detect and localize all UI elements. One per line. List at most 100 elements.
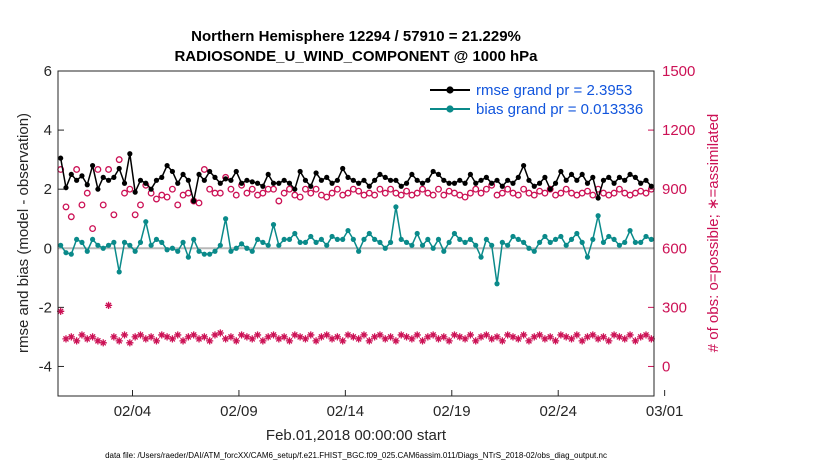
- assimilated-point: [115, 337, 123, 345]
- rmse-point: [494, 177, 500, 183]
- rmse-point: [441, 177, 447, 183]
- rmse-point: [58, 155, 64, 161]
- bias-point: [361, 236, 367, 243]
- possible-point: [270, 185, 277, 193]
- bias-point: [563, 242, 569, 248]
- bias-point: [568, 236, 575, 243]
- rmse-point: [552, 180, 559, 186]
- possible-point: [413, 189, 421, 197]
- rmse-point: [499, 183, 505, 189]
- rmse-series: [58, 151, 654, 204]
- rmse-point: [265, 171, 271, 178]
- bias-point: [425, 236, 431, 243]
- possible-point: [546, 185, 554, 193]
- possible-point: [482, 185, 490, 193]
- assimilated-point: [237, 331, 246, 339]
- chart-subtitle: RADIOSONDE_U_WIND_COMPONENT @ 1000 hPa: [174, 48, 538, 65]
- rmse-point: [531, 183, 537, 189]
- bias-point: [105, 242, 112, 248]
- bias-point: [244, 245, 250, 251]
- bias-point: [74, 236, 80, 243]
- assimilated-point: [488, 335, 496, 343]
- possible-point: [259, 189, 267, 197]
- rmse-point: [457, 177, 463, 183]
- assimilated-point: [280, 333, 288, 341]
- bias-point: [350, 236, 356, 243]
- rmse-point: [270, 180, 277, 186]
- possible-point: [440, 191, 448, 199]
- possible-point: [105, 166, 113, 173]
- assimilated-point: [371, 333, 379, 341]
- rmse-point: [462, 180, 468, 186]
- x-tick-label: 02/19: [433, 403, 471, 420]
- rmse-point: [350, 177, 356, 183]
- rmse-point: [419, 180, 426, 186]
- bias-point: [276, 242, 282, 248]
- possible-point: [498, 189, 506, 197]
- bias-point: [233, 245, 239, 251]
- bias-point: [382, 245, 388, 251]
- bias-point: [584, 254, 591, 260]
- assimilated-point: [285, 337, 294, 345]
- bias-point: [175, 248, 181, 254]
- rmse-point: [526, 177, 532, 183]
- rmse-point: [191, 198, 197, 204]
- assimilated-point: [152, 337, 161, 345]
- rmse-point: [425, 177, 431, 183]
- rmse-point: [611, 180, 617, 186]
- possible-point: [589, 191, 597, 199]
- possible-point: [504, 185, 512, 193]
- possible-point: [248, 185, 256, 193]
- bias-point: [595, 213, 601, 219]
- assimilated-point: [99, 339, 107, 347]
- rmse-point: [340, 165, 346, 172]
- possible-point: [376, 185, 384, 193]
- possible-point: [275, 197, 283, 205]
- rmse-point: [489, 180, 495, 186]
- assimilated-point: [190, 331, 198, 339]
- x-axis-ticks: 02/04 02/09 02/14 02/19 02/24 03/01: [114, 390, 683, 420]
- assimilated-point: [301, 335, 310, 343]
- bias-point: [521, 239, 527, 245]
- rmse-point: [643, 177, 649, 183]
- rmse-point: [148, 186, 154, 192]
- legend: rmse grand pr = 2.3953 bias grand pr = 0…: [430, 82, 643, 118]
- bias-point: [95, 242, 101, 248]
- rmse-point: [180, 171, 186, 178]
- possible-point: [232, 191, 240, 199]
- rmse-point: [137, 177, 144, 183]
- assimilated-point: [168, 335, 177, 343]
- assimilated-point: [158, 331, 166, 339]
- rmse-point: [451, 180, 458, 186]
- possible-point: [530, 191, 538, 199]
- assimilated-point: [126, 339, 134, 347]
- bias-point: [387, 239, 394, 245]
- assimilated-point: [136, 331, 145, 339]
- bias-point: [526, 245, 532, 251]
- rmse-point: [393, 177, 399, 183]
- rmse-point: [276, 180, 282, 186]
- possible-point: [477, 189, 485, 197]
- x-axis-label: Feb.01,2018 00:00:00 start: [266, 427, 447, 444]
- bias-point: [191, 236, 197, 243]
- bias-point: [185, 254, 191, 260]
- bias-point: [212, 248, 218, 254]
- bias-point: [451, 230, 458, 237]
- y-axis-ticks: -4 -2 0 2 4 6: [39, 63, 64, 375]
- rmse-point: [228, 177, 234, 183]
- bias-point: [648, 236, 654, 243]
- rmse-point: [595, 195, 601, 201]
- possible-point: [301, 185, 309, 193]
- bias-point: [207, 251, 213, 257]
- bias-point: [638, 239, 644, 245]
- plot-area: [58, 71, 654, 396]
- bias-point: [223, 216, 229, 222]
- bias-point: [478, 254, 484, 260]
- bias-point: [632, 239, 638, 245]
- assimilated-point: [163, 333, 171, 341]
- bias-point: [600, 239, 607, 245]
- assimilated-point: [615, 333, 624, 341]
- assimilated-point: [355, 335, 363, 343]
- bias-point: [164, 247, 170, 253]
- possible-point: [78, 201, 86, 209]
